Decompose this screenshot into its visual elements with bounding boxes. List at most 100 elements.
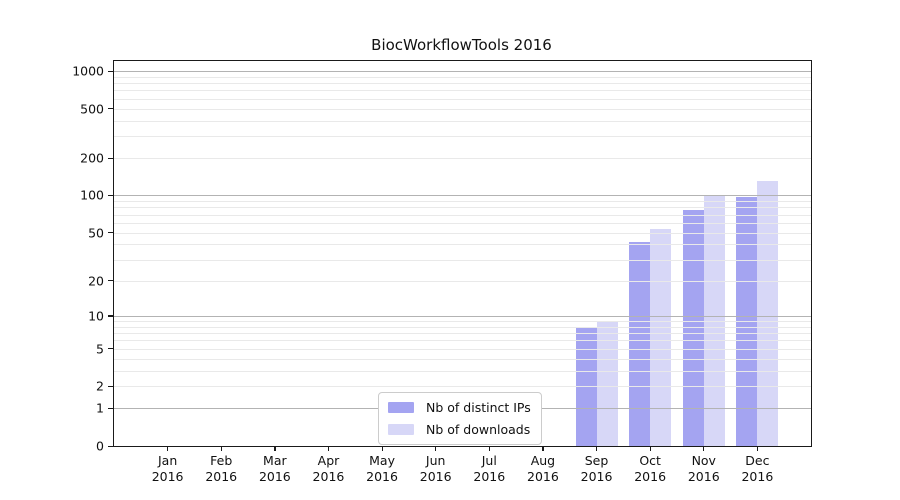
x-tick-month: Apr xyxy=(317,453,340,468)
x-tick-year: 2016 xyxy=(687,469,720,485)
x-tick-year: 2016 xyxy=(741,469,774,485)
x-tick-month: Dec xyxy=(745,453,770,468)
y-tick xyxy=(108,70,113,72)
bar-downloads-dec xyxy=(757,180,779,446)
grid-line-minor xyxy=(114,108,811,110)
y-tick-label: 0 xyxy=(96,438,104,454)
bar-downloads-oct xyxy=(650,229,672,446)
x-tick-month: May xyxy=(369,453,395,468)
legend-label-downloads: Nb of downloads xyxy=(426,422,531,437)
grid-line-minor xyxy=(114,76,811,78)
x-tick-month: Jul xyxy=(481,453,497,468)
x-tick xyxy=(327,446,330,451)
y-tick-label: 1 xyxy=(96,400,104,416)
y-tick-label: 1000 xyxy=(72,63,104,79)
grid-line-minor xyxy=(114,358,811,360)
grid-line-minor xyxy=(114,386,811,388)
y-tick-label: 200 xyxy=(80,150,104,166)
y-tick xyxy=(108,194,113,197)
x-tick xyxy=(435,446,437,451)
grid-line-minor xyxy=(114,222,811,224)
x-tick xyxy=(274,446,276,451)
x-tick-month: Aug xyxy=(530,453,556,468)
grid-line-minor xyxy=(114,333,811,335)
bar-downloads-nov xyxy=(703,195,725,446)
y-tick xyxy=(108,232,113,234)
x-tick-month: Oct xyxy=(639,453,661,468)
grid-line-minor xyxy=(114,90,811,92)
bar-distinct-ips-nov xyxy=(682,210,704,446)
x-tick-year: 2016 xyxy=(419,469,452,485)
y-tick-label: 2 xyxy=(96,378,104,394)
y-tick xyxy=(108,407,113,410)
y-tick xyxy=(108,280,113,282)
x-tick xyxy=(596,446,598,451)
y-tick-label: 500 xyxy=(80,101,104,117)
grid-line-minor xyxy=(114,83,811,85)
x-tick-year: 2016 xyxy=(580,469,613,485)
x-tick-label: Oct 2016 xyxy=(634,453,666,486)
y-tick-label: 10 xyxy=(88,308,104,324)
grid-line-minor xyxy=(114,340,811,342)
x-tick-label: Jun 2016 xyxy=(420,453,452,486)
grid-line-minor xyxy=(114,232,811,234)
x-tick-month: Nov xyxy=(691,453,716,468)
x-tick-year: 2016 xyxy=(366,469,398,485)
legend-swatch-distinct-ips xyxy=(388,402,414,413)
grid-line-minor xyxy=(114,214,811,216)
x-tick xyxy=(488,446,490,451)
x-tick-label: Mar 2016 xyxy=(259,453,291,486)
x-tick xyxy=(381,446,383,451)
legend: Nb of distinct IPs Nb of downloads xyxy=(378,392,542,445)
y-tick-label: 100 xyxy=(80,187,104,203)
x-tick-month: Feb xyxy=(210,453,233,468)
grid-line-minor xyxy=(114,98,811,100)
y-tick xyxy=(108,157,113,159)
x-tick-month: Jun xyxy=(425,453,446,468)
grid-line-minor xyxy=(114,207,811,209)
grid-line-minor xyxy=(114,321,811,323)
legend-label-distinct-ips: Nb of distinct IPs xyxy=(426,400,531,415)
x-tick xyxy=(756,446,759,451)
grid-line-minor xyxy=(114,120,811,122)
grid-line-minor xyxy=(114,201,811,203)
y-tick xyxy=(108,348,113,350)
x-tick xyxy=(167,446,169,451)
grid-line-minor xyxy=(114,348,811,350)
x-tick-month: Sep xyxy=(584,453,609,468)
x-tick-year: 2016 xyxy=(312,469,345,485)
x-tick-year: 2016 xyxy=(205,469,238,485)
x-tick-label: Dec 2016 xyxy=(741,453,773,486)
x-tick xyxy=(649,446,651,451)
x-tick-year: 2016 xyxy=(151,469,184,485)
x-tick-year: 2016 xyxy=(258,469,291,485)
grid-line-minor xyxy=(114,326,811,328)
y-tick-label: 50 xyxy=(88,225,104,241)
legend-item-downloads: Nb of downloads xyxy=(388,422,531,437)
y-tick xyxy=(108,315,113,317)
x-tick-year: 2016 xyxy=(634,469,667,485)
grid-line-minor xyxy=(114,370,811,372)
x-tick-month: Mar xyxy=(263,453,287,468)
x-tick xyxy=(703,446,705,451)
y-tick xyxy=(108,108,113,110)
legend-swatch-downloads xyxy=(388,424,414,435)
y-tick xyxy=(108,445,113,447)
grid-line-minor xyxy=(114,280,811,282)
legend-item-distinct-ips: Nb of distinct IPs xyxy=(388,400,531,415)
y-tick-label: 20 xyxy=(88,273,104,289)
grid-line-minor xyxy=(114,244,811,246)
plot-area: 0 1 2 5 10 20 50 100 200 500 1000 Jan 2016 Feb 2016 Ma… xyxy=(72,60,812,484)
x-tick-label: Nov 2016 xyxy=(688,453,720,486)
x-tick-label: Apr 2016 xyxy=(313,453,345,486)
grid-line-minor xyxy=(114,259,811,261)
x-tick xyxy=(220,446,222,451)
x-tick-year: 2016 xyxy=(527,469,559,485)
grid-line-minor xyxy=(114,136,811,138)
x-tick-month: Jan xyxy=(157,453,178,468)
x-tick-label: Feb 2016 xyxy=(205,453,237,486)
x-tick xyxy=(542,446,544,451)
x-tick-label: Jan 2016 xyxy=(152,453,184,486)
x-tick-year: 2016 xyxy=(473,469,506,485)
